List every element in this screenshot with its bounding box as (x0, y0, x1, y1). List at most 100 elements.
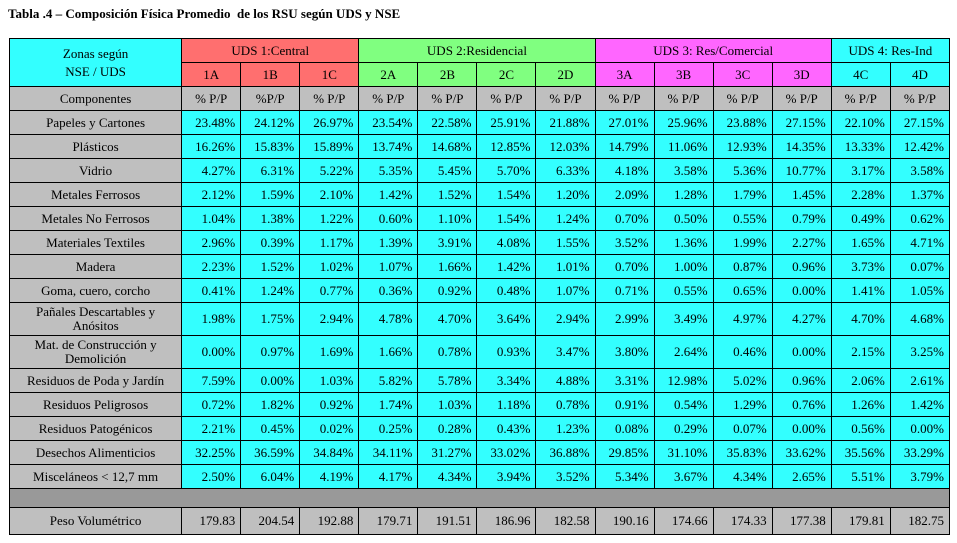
row-label: Vidrio (8, 158, 183, 183)
value-cell: 1.79% (712, 182, 773, 207)
value-cell: 0.00% (771, 416, 832, 441)
footer-value-cell: 191.51 (417, 507, 478, 535)
value-cell: 0.46% (712, 335, 773, 369)
value-cell: 14.68% (417, 134, 478, 159)
value-cell: 5.78% (417, 368, 478, 393)
value-cell: 0.36% (358, 278, 419, 303)
value-cell: 0.97% (240, 335, 301, 369)
value-cell: 1.20% (535, 182, 596, 207)
value-cell: 2.27% (771, 230, 832, 255)
value-cell: 1.69% (299, 335, 360, 369)
value-cell: 0.70% (594, 254, 655, 279)
value-cell: 5.34% (594, 464, 655, 489)
value-cell: 0.65% (712, 278, 773, 303)
unit-cell: % P/P (358, 86, 419, 111)
unit-cell: % P/P (181, 86, 242, 111)
value-cell: 12.98% (653, 368, 714, 393)
unit-cell: % P/P (771, 86, 832, 111)
value-cell: 0.92% (299, 392, 360, 417)
zone-header-cell: Zonas según NSE / UDS (8, 38, 183, 87)
value-cell: 13.74% (358, 134, 419, 159)
value-cell: 1.03% (299, 368, 360, 393)
value-cell: 1.65% (830, 230, 891, 255)
group-header-uds3: UDS 3: Res/Comercial (594, 38, 832, 63)
value-cell: 34.11% (358, 440, 419, 465)
footer-value-cell: 179.81 (830, 507, 891, 535)
value-cell: 22.58% (417, 110, 478, 135)
table-row: Residuos de Poda y Jardín 7.59% 0.00% 1.03%… (8, 368, 951, 393)
value-cell: 11.06% (653, 134, 714, 159)
group-header-uds4: UDS 4: Res-Ind (830, 38, 951, 63)
value-cell: 3.91% (417, 230, 478, 255)
value-cell: 4.70% (830, 302, 891, 336)
value-cell: 6.31% (240, 158, 301, 183)
value-cell: 3.25% (889, 335, 951, 369)
table-row: Metales No Ferrosos 1.04% 1.38% 1.22% 0.60% 1… (8, 206, 951, 231)
zone-header-line1: Zonas según (62, 45, 129, 61)
value-cell: 4.27% (181, 158, 242, 183)
table-row: Materiales Textiles 2.96% 0.39% 1.17% 1.39% 3… (8, 230, 951, 255)
value-cell: 3.52% (594, 230, 655, 255)
value-cell: 0.49% (830, 206, 891, 231)
value-cell: 33.62% (771, 440, 832, 465)
row-label: Residuos Peligrosos (8, 392, 183, 417)
group-header-row: Zonas según NSE / UDS UDS 1:Central UDS … (8, 38, 951, 87)
row-label: Materiales Textiles (8, 230, 183, 255)
unit-cell: % P/P (476, 86, 537, 111)
value-cell: 0.45% (240, 416, 301, 441)
value-cell: 1.54% (476, 206, 537, 231)
value-cell: 2.65% (771, 464, 832, 489)
row-label: Plásticos (8, 134, 183, 159)
value-cell: 3.49% (653, 302, 714, 336)
value-cell: 0.00% (240, 368, 301, 393)
value-cell: 5.02% (712, 368, 773, 393)
value-cell: 0.71% (594, 278, 655, 303)
value-cell: 3.52% (535, 464, 596, 489)
value-cell: 0.39% (240, 230, 301, 255)
row-label: Madera (8, 254, 183, 279)
column-header-2d: 2D (535, 62, 596, 87)
value-cell: 1.66% (358, 335, 419, 369)
value-cell: 5.22% (299, 158, 360, 183)
value-cell: 0.96% (771, 254, 832, 279)
value-cell: 33.02% (476, 440, 537, 465)
column-header-1b: 1B (240, 62, 301, 87)
value-cell: 1.01% (535, 254, 596, 279)
value-cell: 36.59% (240, 440, 301, 465)
value-cell: 0.55% (712, 206, 773, 231)
value-cell: 3.80% (594, 335, 655, 369)
value-cell: 6.33% (535, 158, 596, 183)
value-cell: 4.27% (771, 302, 832, 336)
value-cell: 14.79% (594, 134, 655, 159)
value-cell: 2.28% (830, 182, 891, 207)
table-row: Goma, cuero, corcho 0.41% 1.24% 0.77% 0.36% 0… (8, 278, 951, 303)
value-cell: 4.78% (358, 302, 419, 336)
value-cell: 5.35% (358, 158, 419, 183)
row-label: Pañales Descartables y Anósitos (8, 302, 183, 336)
value-cell: 0.07% (889, 254, 951, 279)
value-cell: 2.64% (653, 335, 714, 369)
value-cell: 12.93% (712, 134, 773, 159)
value-cell: 6.04% (240, 464, 301, 489)
value-cell: 1.36% (653, 230, 714, 255)
value-cell: 1.41% (830, 278, 891, 303)
table-row: Pañales Descartables y Anósitos 1.98% 1.75… (8, 302, 951, 336)
value-cell: 26.97% (299, 110, 360, 135)
value-cell: 0.08% (594, 416, 655, 441)
value-cell: 0.70% (594, 206, 655, 231)
value-cell: 0.55% (653, 278, 714, 303)
unit-cell: % P/P (417, 86, 478, 111)
value-cell: 24.12% (240, 110, 301, 135)
value-cell: 16.26% (181, 134, 242, 159)
value-cell: 1.98% (181, 302, 242, 336)
value-cell: 4.34% (417, 464, 478, 489)
value-cell: 2.12% (181, 182, 242, 207)
value-cell: 3.67% (653, 464, 714, 489)
value-cell: 5.45% (417, 158, 478, 183)
value-cell: 12.03% (535, 134, 596, 159)
value-cell: 2.61% (889, 368, 951, 393)
column-header-4d: 4D (889, 62, 951, 87)
table-row: Misceláneos < 12,7 mm 2.50% 6.04% 4.19% 4.17… (8, 464, 951, 489)
value-cell: 2.94% (299, 302, 360, 336)
value-cell: 3.73% (830, 254, 891, 279)
